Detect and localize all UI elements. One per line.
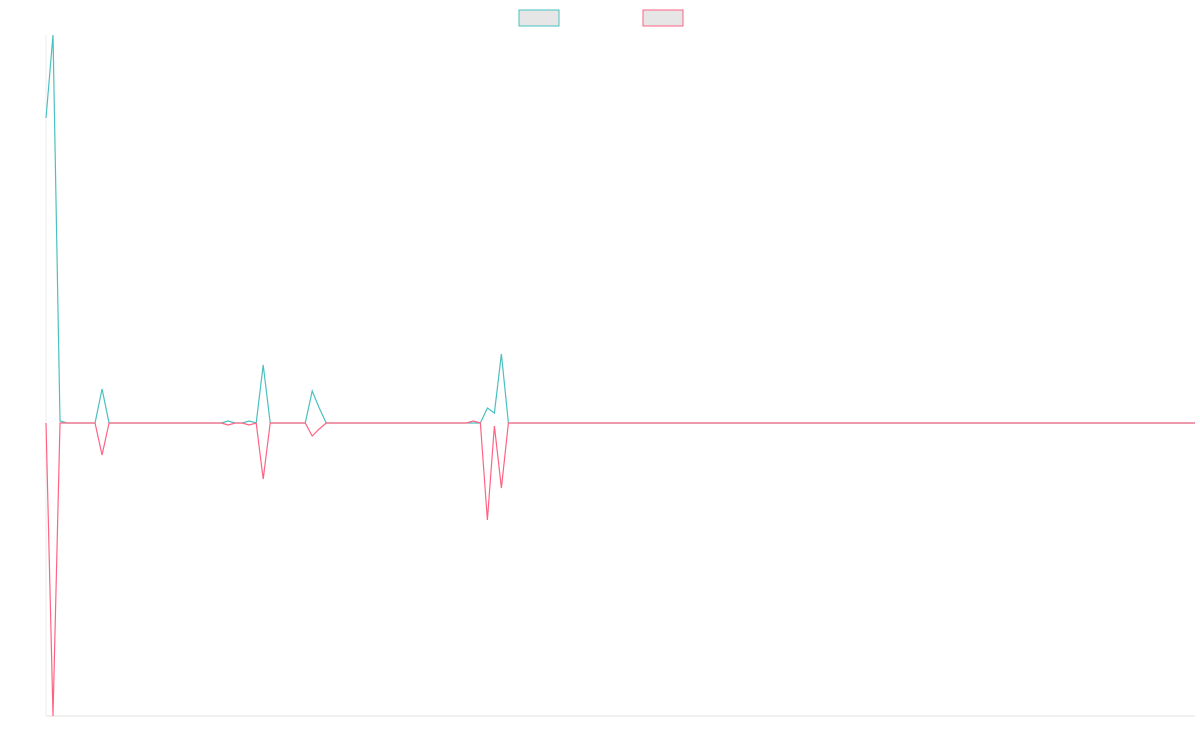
- legend-swatch[interactable]: [642, 9, 684, 27]
- legend-swatch[interactable]: [518, 9, 560, 27]
- series-line: [45, 420, 1195, 717]
- series-line: [45, 34, 1195, 424]
